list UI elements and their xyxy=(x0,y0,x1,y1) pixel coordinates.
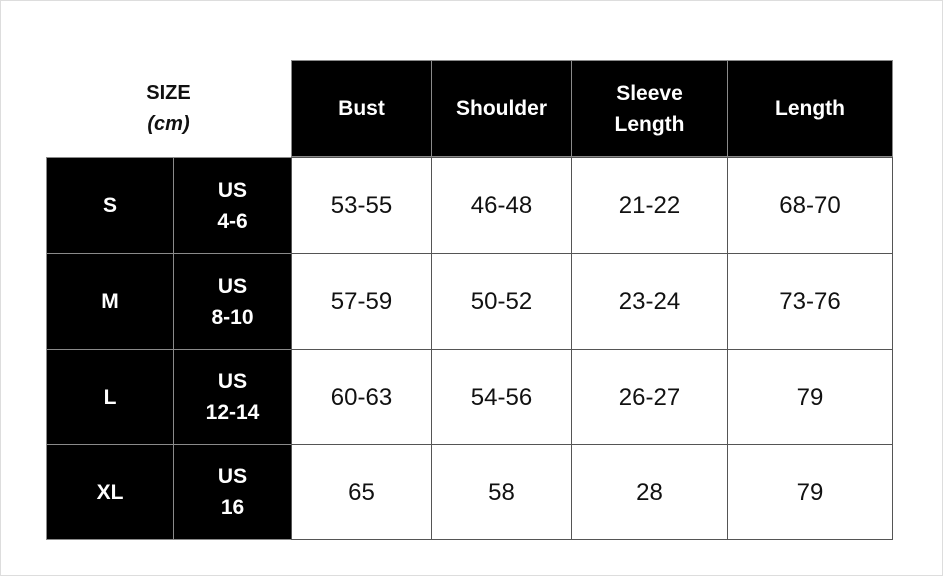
measurement-value: 65 xyxy=(348,478,375,506)
us-label: US xyxy=(217,274,248,298)
measurement-cell: 28 xyxy=(571,444,728,540)
measurement-value: 58 xyxy=(488,478,515,506)
us-size-cell: US 8-10 xyxy=(173,253,292,350)
column-header: Length xyxy=(727,60,893,157)
measurement-value: 21-22 xyxy=(618,192,681,219)
size-cell: S xyxy=(46,157,174,254)
measurement-cell: 68-70 xyxy=(727,157,893,254)
us-size-value: 12-14 xyxy=(205,401,260,424)
measurement-value: 46-48 xyxy=(470,192,533,219)
column-header-label: Length xyxy=(775,97,845,120)
measurement-cell: 23-24 xyxy=(571,253,728,350)
us-size-cell: US 16 xyxy=(173,444,292,540)
size-cell: XL xyxy=(46,444,174,540)
column-header: Shoulder xyxy=(431,60,572,157)
us-size-cell: US 4-6 xyxy=(173,157,292,254)
measurement-cell: 58 xyxy=(431,444,572,540)
measurement-value: 60-63 xyxy=(330,383,393,411)
measurement-cell: 54-56 xyxy=(431,349,572,445)
column-header: Bust xyxy=(291,60,432,157)
column-header-label: Shoulder xyxy=(455,97,547,120)
measurement-value: 23-24 xyxy=(618,288,681,315)
measurement-value: 26-27 xyxy=(618,383,681,411)
us-size-value: 16 xyxy=(220,496,245,519)
measurement-value: 28 xyxy=(636,478,663,506)
column-header-label: Length xyxy=(614,112,685,136)
us-size-value: 8-10 xyxy=(211,305,254,329)
measurement-value: 73-76 xyxy=(779,288,841,315)
measurement-cell: 65 xyxy=(291,444,432,540)
size-cell: L xyxy=(46,349,174,445)
size-label: L xyxy=(103,385,117,409)
measurement-cell: 57-59 xyxy=(291,253,432,350)
column-header: Sleeve Length xyxy=(571,60,728,157)
us-label: US xyxy=(217,370,248,393)
measurement-cell: 60-63 xyxy=(291,349,432,445)
measurement-cell: 50-52 xyxy=(431,253,572,350)
size-label: S xyxy=(102,194,117,217)
size-header-title: SIZE xyxy=(146,81,191,104)
size-header: SIZE (cm) xyxy=(46,60,291,157)
measurement-value: 50-52 xyxy=(470,288,533,315)
measurement-value: 79 xyxy=(796,383,824,411)
column-header-label: Sleeve xyxy=(616,81,683,105)
measurement-cell: 79 xyxy=(727,444,893,540)
measurement-cell: 21-22 xyxy=(571,157,728,254)
measurement-value: 79 xyxy=(796,478,824,506)
size-header-unit: (cm) xyxy=(147,112,190,135)
measurement-cell: 73-76 xyxy=(727,253,893,350)
measurement-value: 57-59 xyxy=(330,288,393,315)
measurement-value: 68-70 xyxy=(779,192,841,219)
us-size-value: 4-6 xyxy=(217,209,248,233)
size-cell: M xyxy=(46,253,174,350)
measurement-value: 53-55 xyxy=(330,192,393,219)
size-label: M xyxy=(101,290,119,313)
measurement-cell: 46-48 xyxy=(431,157,572,254)
measurement-cell: 79 xyxy=(727,349,893,445)
column-header-label: Bust xyxy=(338,97,385,120)
us-label: US xyxy=(217,178,248,202)
measurement-cell: 26-27 xyxy=(571,349,728,445)
size-label: XL xyxy=(96,480,124,504)
measurement-value: 54-56 xyxy=(470,383,533,411)
us-size-cell: US 12-14 xyxy=(173,349,292,445)
us-label: US xyxy=(217,465,248,488)
measurement-cell: 53-55 xyxy=(291,157,432,254)
